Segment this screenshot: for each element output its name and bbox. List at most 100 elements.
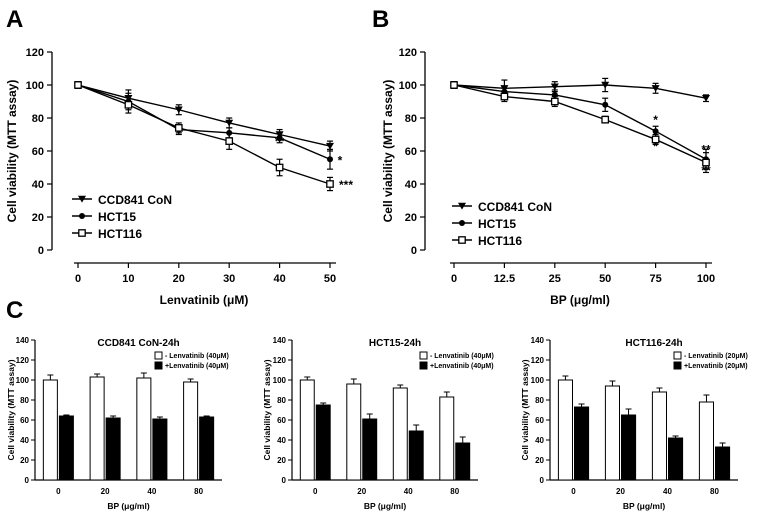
marker-square [225,137,234,145]
y-axis-label: Cell viability (MTT assay) [6,359,16,460]
y-tick-label: 120 [531,356,545,365]
x-axis-label: BP (μg/ml) [364,501,407,511]
bar [557,379,574,481]
series-line [453,84,707,99]
bar [183,381,199,481]
marker-square [78,229,86,237]
x-tick-label: 0 [571,487,576,496]
significance-marker: * [653,139,658,153]
bar [362,418,378,481]
bar [42,379,58,481]
significance-marker: *** [339,178,353,192]
legend-label: HCT15 [478,217,516,231]
bar [152,418,168,481]
marker-square [500,92,509,101]
series-line [453,84,707,164]
bar [105,417,121,481]
x-tick-label: 0 [56,487,61,496]
bar-chart-ccd841: CCD841 CoN-24h 0 20 40 60 80 100 120 140 0 20 40 80 C… [6,336,229,511]
x-tick-label: 20 [357,487,366,496]
legend-label: HCT15 [98,210,136,224]
marker-triangle [78,195,86,203]
y-tick-label: 100 [399,80,417,92]
y-tick-label: 40 [405,179,417,191]
y-tick-label: 140 [16,336,30,345]
panel-label-c: C [6,297,23,324]
y-tick-label: 20 [405,212,417,224]
bar [315,404,331,481]
marker-square [702,158,710,167]
marker-triangle [651,85,660,92]
x-axis-label: BP (μg/ml) [550,293,610,307]
x-tick-label: 20 [101,487,110,496]
bar [199,416,215,481]
legend-swatch [419,361,428,370]
marker-square [275,163,284,172]
bar [715,446,731,481]
marker-square [174,124,183,132]
y-tick-label: 20 [535,456,544,465]
y-tick-label: 40 [535,436,544,445]
series-line [77,84,331,147]
line-chart-lenvatinib: 0 20 40 60 80 100 120 0 10 20 30 40 50 Cell viability… [5,47,353,307]
marker-triangle [326,142,334,150]
y-tick-label: 80 [405,113,417,125]
y-tick-label: 60 [20,416,29,425]
x-tick-label: 100 [697,273,715,285]
bar [408,430,424,481]
x-tick-label: 25 [549,273,561,285]
series-2 [450,81,710,174]
y-tick-label: 100 [531,376,545,385]
significance-marker: * [653,113,658,127]
legend-label: +Lenvatinib (40μM) [430,363,494,370]
x-tick-label: 30 [223,273,235,285]
marker-triangle [458,202,466,210]
x-axis-label: Lenvatinib (μM) [160,293,249,307]
series-line [77,84,331,160]
marker-circle [652,128,659,135]
y-tick-label: 60 [277,416,286,425]
bar [604,385,621,481]
x-tick-label: 80 [710,487,719,496]
line-chart-bp: 0 20 40 60 80 100 120 0 12.5 25 50 75 100 Cell viabil… [381,47,715,307]
y-tick-label: 0 [411,245,417,257]
bar [392,387,408,481]
y-tick-label: 20 [32,212,44,224]
bar [346,383,362,481]
y-tick-label: 140 [273,336,287,345]
series-line [453,84,707,160]
bar [58,415,74,481]
bar [668,437,684,481]
y-tick-label: 40 [32,179,44,191]
legend-label: HCT116 [478,234,522,248]
y-tick-label: 120 [399,47,417,59]
y-tick-label: 20 [277,456,286,465]
y-tick-label: 0 [38,245,44,257]
x-tick-label: 80 [450,487,459,496]
legend-swatch [673,351,682,360]
marker-square [450,81,458,89]
y-tick-label: 60 [32,146,44,158]
y-axis-label: Cell viability (MTT assay) [262,359,272,460]
y-tick-label: 20 [20,456,29,465]
legend-label: - Lenvatinib (40μM) [165,353,229,360]
y-tick-label: 40 [277,436,286,445]
x-axis-label: BP (μg/ml) [623,501,666,511]
y-tick-label: 100 [26,80,44,92]
legend-label: CCD841 CoN [98,193,172,207]
marker-square [458,236,466,244]
marker-square [651,135,660,144]
marker-square [124,100,133,109]
marker-square [601,115,610,124]
legend-label: - Lenvatinib (20μM) [684,353,748,360]
x-tick-label: 0 [75,273,81,285]
y-axis-label: Cell viability (MTT assay) [5,80,19,223]
y-tick-label: 140 [531,336,545,345]
y-tick-label: 60 [535,416,544,425]
y-tick-label: 0 [25,476,30,485]
significance-marker: ** [701,142,711,156]
panel-label-b: B [372,6,389,33]
bar [698,401,715,481]
marker-square [74,81,82,89]
